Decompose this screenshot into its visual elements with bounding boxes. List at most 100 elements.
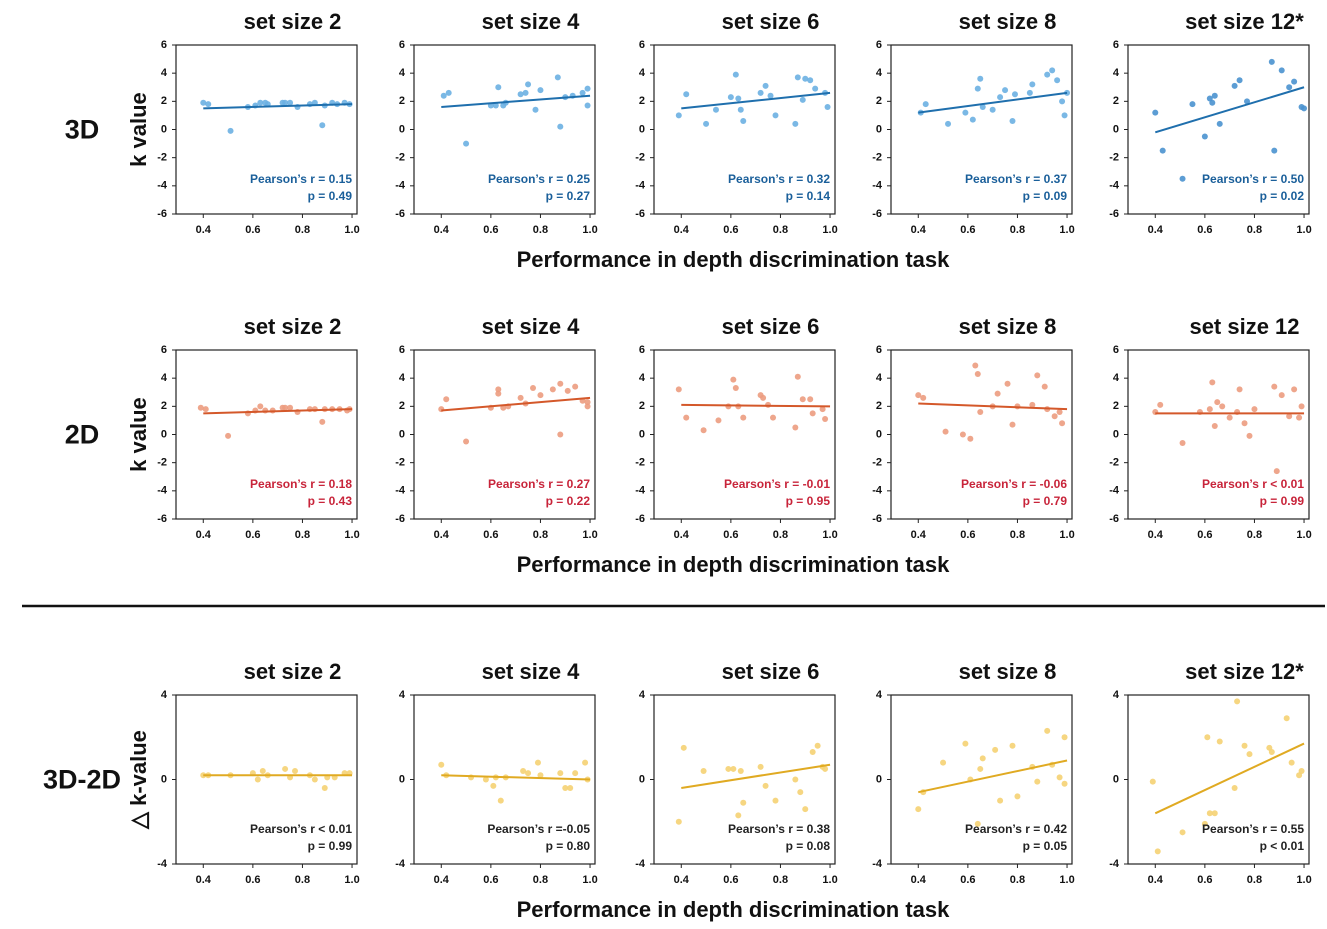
fit-line — [918, 91, 1068, 114]
y-tick-label: 4 — [399, 689, 406, 701]
stat-annotation: p = 0.08 — [786, 839, 831, 853]
y-tick-label: 4 — [161, 67, 168, 79]
y-tick-label: 2 — [1113, 400, 1119, 412]
x-tick-label: 1.0 — [582, 224, 597, 236]
y-tick-label: 6 — [161, 39, 167, 51]
stat-annotation: Pearson’s r =-0.05 — [487, 822, 590, 836]
stat-annotation: p = 0.49 — [308, 189, 353, 203]
stat-annotation: p = 0.02 — [1260, 189, 1305, 203]
x-tick-label: 0.8 — [1010, 224, 1025, 236]
y-tick-label: 0 — [876, 123, 882, 135]
fit-line — [1154, 86, 1305, 134]
x-tick-label: 0.6 — [960, 874, 975, 886]
data-point — [319, 122, 326, 129]
x-tick-label: 0.6 — [960, 224, 975, 236]
y-tick-label: 6 — [639, 344, 645, 356]
data-point — [675, 112, 682, 119]
data-point — [922, 101, 929, 108]
data-point — [564, 387, 571, 394]
data-point — [1061, 112, 1068, 119]
data-point — [490, 782, 497, 789]
data-point — [1236, 386, 1243, 393]
x-tick-label: 0.6 — [245, 874, 260, 886]
data-point — [740, 799, 747, 806]
data-point — [822, 765, 829, 772]
data-point — [311, 776, 318, 783]
y-tick-label: 0 — [161, 123, 167, 135]
data-point — [940, 759, 947, 766]
data-point — [740, 414, 747, 421]
x-tick-label: 0.8 — [773, 874, 788, 886]
panel-title: set size 2 — [244, 314, 342, 339]
x-tick-label: 0.6 — [1197, 224, 1212, 236]
x-tick-label: 0.4 — [911, 224, 927, 236]
data-point — [760, 394, 767, 401]
y-tick-label: 0 — [161, 428, 167, 440]
data-point — [445, 89, 452, 96]
data-point — [443, 396, 450, 403]
data-point — [1034, 778, 1041, 785]
stat-annotation: Pearson’s r = -0.01 — [724, 477, 830, 491]
y-tick-label: -2 — [872, 457, 882, 469]
y-tick-label: -6 — [157, 208, 167, 220]
y-tick-label: 2 — [639, 95, 645, 107]
data-point — [584, 85, 591, 92]
data-point — [680, 744, 687, 751]
y-tick-label: -6 — [872, 208, 882, 220]
y-tick-label: -4 — [635, 485, 646, 497]
fit-line — [918, 402, 1068, 411]
y-tick-label: 0 — [876, 428, 882, 440]
data-point — [227, 127, 234, 134]
data-point — [537, 87, 544, 94]
panel-title: set size 8 — [959, 314, 1057, 339]
x-tick-label: 0.4 — [911, 874, 927, 886]
data-point — [1051, 413, 1058, 420]
y-tick-label: -4 — [395, 858, 406, 870]
panel-title: set size 2 — [244, 9, 342, 34]
y-tick-label: 6 — [876, 39, 882, 51]
data-point — [319, 418, 326, 425]
x-tick-label: 0.6 — [483, 874, 498, 886]
data-point — [974, 820, 981, 827]
y-axis-label: k value — [126, 397, 151, 472]
data-point — [799, 96, 806, 103]
data-point — [683, 414, 690, 421]
data-point — [1041, 383, 1048, 390]
data-point — [1298, 403, 1305, 410]
stat-annotation: Pearson’s r = 0.38 — [728, 822, 830, 836]
x-tick-label: 1.0 — [1296, 529, 1311, 541]
data-point — [257, 99, 264, 106]
y-tick-label: -4 — [635, 180, 646, 192]
y-tick-label: 6 — [1113, 344, 1119, 356]
data-point — [1009, 118, 1016, 125]
data-point — [969, 116, 976, 123]
x-tick-label: 0.4 — [434, 224, 450, 236]
stat-annotation: p = 0.05 — [1023, 839, 1068, 853]
fit-line — [441, 774, 591, 781]
data-point — [1278, 67, 1285, 74]
data-point — [557, 770, 564, 777]
y-tick-label: -2 — [157, 152, 167, 164]
y-tick-label: -4 — [395, 180, 406, 192]
y-tick-label: 0 — [1113, 123, 1119, 135]
y-tick-label: -6 — [1109, 513, 1119, 525]
data-point — [1219, 403, 1226, 410]
data-point — [562, 784, 569, 791]
data-point — [1231, 784, 1238, 791]
data-point — [915, 806, 922, 813]
data-point — [962, 109, 969, 116]
data-point — [557, 380, 564, 387]
data-point — [1271, 147, 1278, 154]
data-point — [814, 742, 821, 749]
data-point — [762, 782, 769, 789]
fit-line — [681, 91, 831, 110]
y-axis-label: △ k-value — [126, 730, 151, 830]
y-tick-label: 6 — [161, 344, 167, 356]
data-point — [282, 404, 289, 411]
x-tick-label: 1.0 — [822, 224, 837, 236]
data-point — [675, 386, 682, 393]
y-tick-label: 0 — [399, 123, 405, 135]
y-tick-label: 0 — [1113, 773, 1119, 785]
data-point — [1296, 414, 1303, 421]
